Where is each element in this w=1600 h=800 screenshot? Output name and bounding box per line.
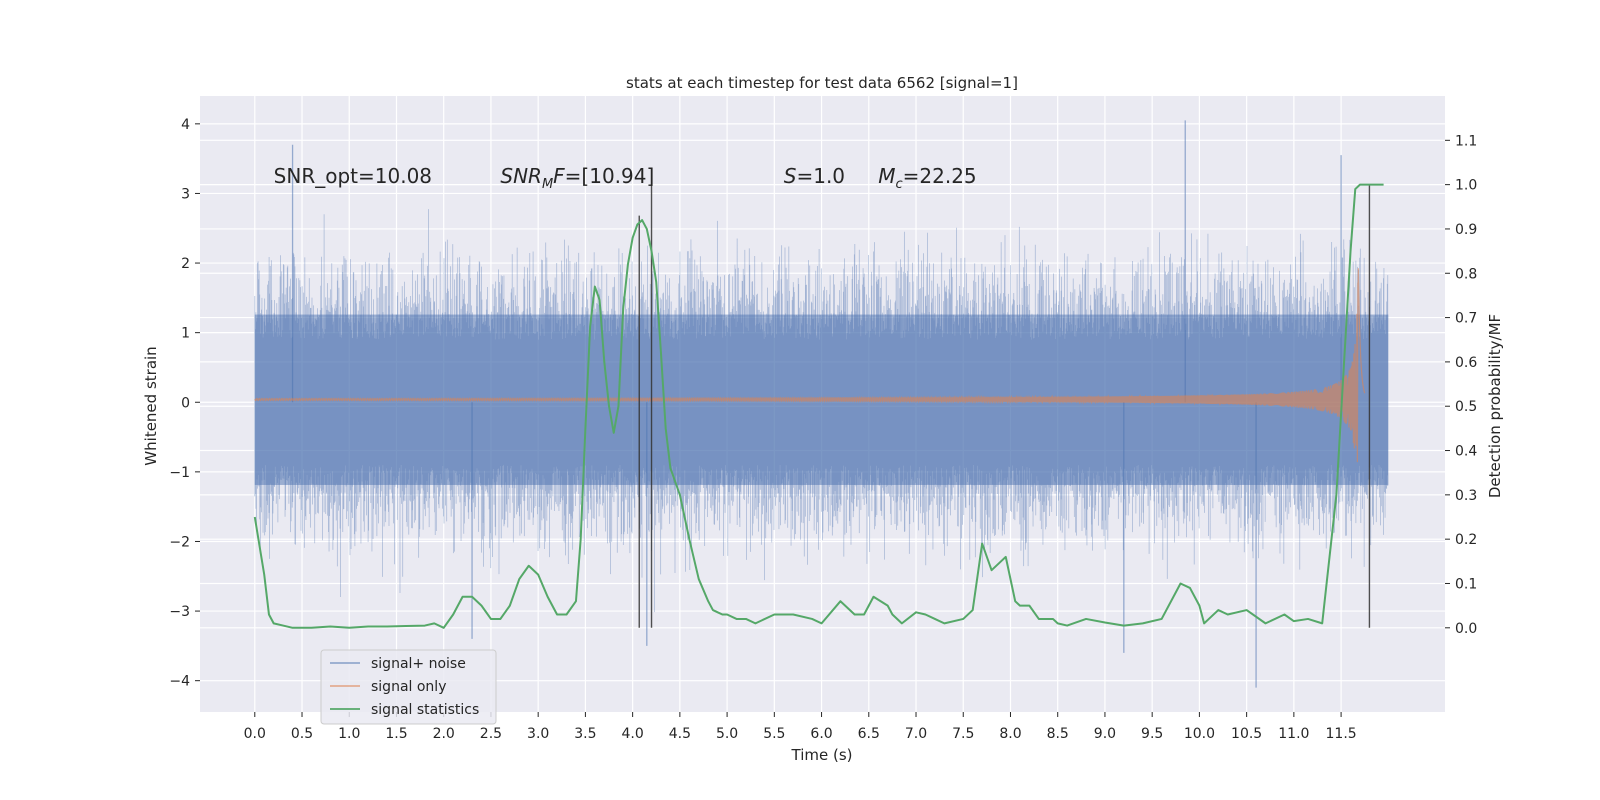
x-tick-label-21: 10.5 <box>1231 726 1262 742</box>
x-tick-label-11: 5.5 <box>763 726 785 742</box>
y-right-tick-label-8: 0.8 <box>1455 266 1477 282</box>
y-right-tick-label-6: 0.6 <box>1455 355 1477 371</box>
x-tick-label-18: 9.0 <box>1094 726 1116 742</box>
y-right-tick-label-7: 0.7 <box>1455 311 1477 327</box>
y-ticks-right: 0.0 0.1 0.2 0.3 0.4 0.5 0.6 0.7 0.8 0.9 1.0 1.1 <box>1445 133 1477 637</box>
x-tick-label-22: 11.0 <box>1278 726 1309 742</box>
legend: signal+ noise signal only signal statist… <box>320 649 497 725</box>
y-right-tick-label-9: 0.9 <box>1455 222 1477 238</box>
legend-label-stats: signal statistics <box>371 702 479 718</box>
x-tick-label-8: 4.0 <box>621 726 643 742</box>
x-tick-label-0: 0.0 <box>244 726 266 742</box>
annotation-3: Mc=22.25 <box>878 164 976 192</box>
x-tick-label-7: 3.5 <box>574 726 596 742</box>
x-tick-label-4: 2.0 <box>433 726 455 742</box>
stats-line <box>253 183 1384 629</box>
y-right-tick-label-5: 0.5 <box>1455 399 1477 415</box>
vertical-lines <box>638 184 1371 628</box>
y-tick-label-5: 1 <box>181 326 190 342</box>
x-tick-label-9: 4.5 <box>669 726 691 742</box>
noise-trace <box>254 209 1389 613</box>
signal-chirp-trace <box>254 268 1366 463</box>
series-signal-statistics <box>253 183 1384 629</box>
x-tick-label-20: 10.0 <box>1184 726 1215 742</box>
chart-title: stats at each timestep for test data 656… <box>626 74 1018 92</box>
x-ticks: 0.0 0.5 1.0 1.5 2.0 2.5 3.0 3.5 4.0 4.5 5.0 5.5 6.0 6… <box>244 712 1357 742</box>
x-tick-label-23: 11.5 <box>1326 726 1357 742</box>
y-right-tick-label-0: 0.0 <box>1455 621 1477 637</box>
y-tick-label-4: 0 <box>181 395 190 411</box>
y-tick-label-3: −1 <box>169 465 190 481</box>
x-tick-label-13: 6.5 <box>858 726 880 742</box>
y-ticks: −4 −3 −2 −1 0 1 2 3 4 <box>169 117 200 690</box>
x-tick-label-6: 3.0 <box>527 726 549 742</box>
x-tick-label-14: 7.0 <box>905 726 927 742</box>
y-axis-label: Whitened strain <box>142 346 160 465</box>
y-tick-label-2: −2 <box>169 534 190 550</box>
series-signal-only <box>254 268 1366 463</box>
annotation-2: S=1.0 <box>784 164 845 188</box>
y-tick-label-8: 4 <box>181 117 190 133</box>
x-tick-label-17: 8.5 <box>1047 726 1069 742</box>
y-tick-label-7: 3 <box>181 186 190 202</box>
x-tick-label-16: 8.0 <box>999 726 1021 742</box>
legend-label-noise: signal+ noise <box>371 656 466 672</box>
x-axis-label: Time (s) <box>791 746 853 764</box>
y-right-tick-label-10: 1.0 <box>1455 178 1477 194</box>
y-tick-label-0: −4 <box>169 674 190 690</box>
x-tick-label-15: 7.5 <box>952 726 974 742</box>
legend-box <box>320 649 497 725</box>
annotations: SNR_opt=10.08 SNRMF=[10.94] S=1.0 Mc=22.25 <box>274 164 977 192</box>
x-tick-label-1: 0.5 <box>291 726 313 742</box>
annotation-0: SNR_opt=10.08 <box>274 164 432 188</box>
y-axis-label-right: Detection probability/MF <box>1486 314 1504 498</box>
x-tick-label-10: 5.0 <box>716 726 738 742</box>
x-tick-label-2: 1.0 <box>338 726 360 742</box>
x-tick-label-3: 1.5 <box>385 726 407 742</box>
x-tick-label-5: 2.5 <box>480 726 502 742</box>
y-right-tick-label-3: 0.3 <box>1455 488 1477 504</box>
legend-label-signal: signal only <box>371 679 446 695</box>
y-tick-label-1: −3 <box>169 604 190 620</box>
x-tick-label-19: 9.5 <box>1141 726 1163 742</box>
y-tick-label-6: 2 <box>181 256 190 272</box>
annotation-1: SNRMF=[10.94] <box>500 164 654 192</box>
y-right-tick-label-2: 0.2 <box>1455 532 1477 548</box>
y-right-tick-label-4: 0.4 <box>1455 444 1477 460</box>
x-tick-label-12: 6.0 <box>810 726 832 742</box>
y-right-tick-label-11: 1.1 <box>1455 133 1477 149</box>
y-right-tick-label-1: 0.1 <box>1455 576 1477 592</box>
